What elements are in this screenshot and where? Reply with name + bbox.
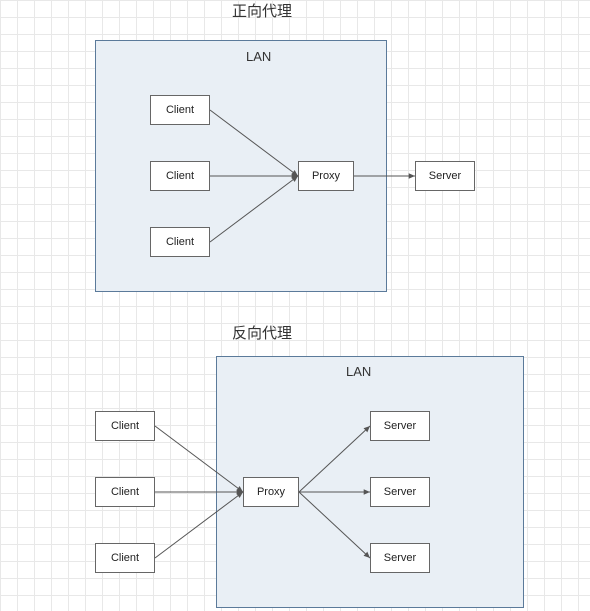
node-d2-client1: Client [95, 411, 155, 441]
node-d1-proxy: Proxy [298, 161, 354, 191]
lan-label-reverse: LAN [346, 364, 371, 379]
node-d1-client1: Client [150, 95, 210, 125]
node-d2-proxy: Proxy [243, 477, 299, 507]
node-d1-client2: Client [150, 161, 210, 191]
title-forward-proxy: 正向代理 [232, 0, 292, 21]
node-d2-client2: Client [95, 477, 155, 507]
node-d2-server1: Server [370, 411, 430, 441]
node-d2-server2: Server [370, 477, 430, 507]
node-d1-client3: Client [150, 227, 210, 257]
node-d2-server3: Server [370, 543, 430, 573]
node-d2-client3: Client [95, 543, 155, 573]
node-d1-server: Server [415, 161, 475, 191]
lan-label-forward: LAN [246, 49, 271, 64]
title-reverse-proxy: 反向代理 [232, 322, 292, 343]
